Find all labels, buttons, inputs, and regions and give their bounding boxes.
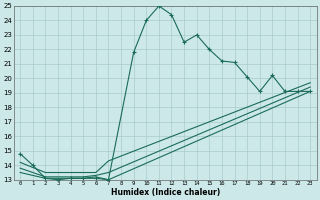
- X-axis label: Humidex (Indice chaleur): Humidex (Indice chaleur): [111, 188, 220, 197]
